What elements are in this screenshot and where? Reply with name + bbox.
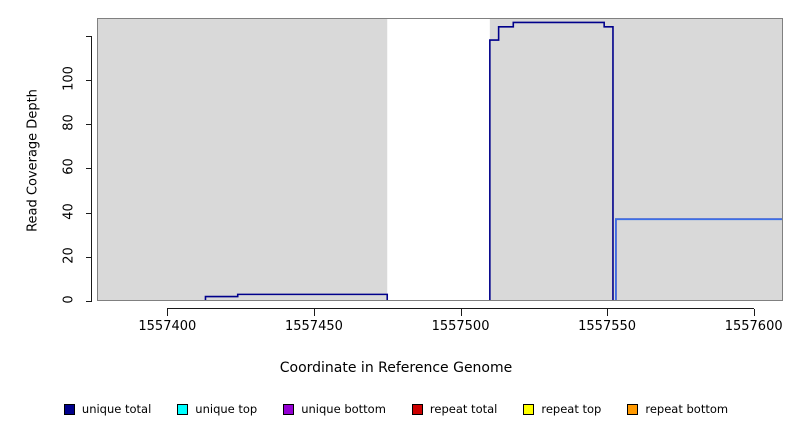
legend-item-repeat-total[interactable]: repeat total <box>411 402 498 416</box>
x-tick-1557500 <box>460 309 462 316</box>
x-tick-1557600 <box>753 309 755 316</box>
panel-border <box>97 18 783 301</box>
legend-label: repeat top <box>541 402 602 416</box>
y-tick-label-0: 0 <box>61 295 77 304</box>
x-tick-1557550 <box>607 309 609 316</box>
legend-label: unique total <box>81 402 152 416</box>
y-tick-100 <box>86 79 92 81</box>
legend-label: unique bottom <box>301 402 386 416</box>
plot-svg <box>97 18 783 301</box>
legend-item-unique-top[interactable]: unique top <box>177 402 257 416</box>
legend-swatch-icon-repeat-total <box>411 403 423 415</box>
legend-swatch-icon-repeat-bottom <box>627 403 639 415</box>
y-tick-label-80: 80 <box>61 114 77 131</box>
legend-label: repeat bottom <box>645 402 729 416</box>
legend-item-repeat-bottom[interactable]: repeat bottom <box>627 402 728 416</box>
series-unique-total <box>97 21 783 301</box>
x-tick-label-1557600: 1557600 <box>724 319 783 334</box>
x-axis-title: Coordinate in Reference Genome <box>279 360 513 376</box>
y-tick-label-40: 40 <box>61 202 77 220</box>
legend-item-unique-bottom[interactable]: unique bottom <box>283 402 386 416</box>
plot-area <box>97 18 783 301</box>
x-tick-label-1557450: 1557450 <box>284 319 343 334</box>
x-tick-label-1557500: 1557500 <box>431 319 490 334</box>
repeat-total-step-highlight <box>97 218 783 301</box>
no-data-gap <box>387 18 490 301</box>
y-axis-title: Read Coverage Depth <box>25 89 41 232</box>
legend-swatch-icon-unique-total <box>63 403 75 415</box>
x-tick-1557450 <box>313 309 315 316</box>
legend-item-repeat-top[interactable]: repeat top <box>523 402 601 416</box>
x-tick-1557400 <box>167 309 169 316</box>
chart-legend: unique total unique top unique bottom repea… <box>0 398 792 420</box>
y-tick-40 <box>86 212 92 214</box>
legend-swatch-icon-unique-bottom <box>283 403 295 415</box>
y-tick-label-100: 100 <box>61 66 77 91</box>
y-tick-20 <box>86 256 92 258</box>
y-tick-0 <box>86 301 92 302</box>
y-tick-60 <box>86 168 92 170</box>
legend-swatch-icon-unique-top <box>177 403 189 415</box>
y-tick-80 <box>86 124 92 126</box>
legend-swatch-icon-repeat-top <box>523 403 535 415</box>
x-axis-line <box>167 308 754 309</box>
y-tick-label-20: 20 <box>61 247 77 264</box>
legend-item-unique-total[interactable]: unique total <box>63 402 152 416</box>
y-tick-120 <box>86 35 92 37</box>
x-tick-label-1557400: 1557400 <box>138 319 197 334</box>
legend-label: repeat total <box>429 402 498 416</box>
y-tick-label-60: 60 <box>61 158 77 176</box>
legend-label: unique top <box>195 402 258 416</box>
x-tick-label-1557550: 1557550 <box>578 319 637 334</box>
